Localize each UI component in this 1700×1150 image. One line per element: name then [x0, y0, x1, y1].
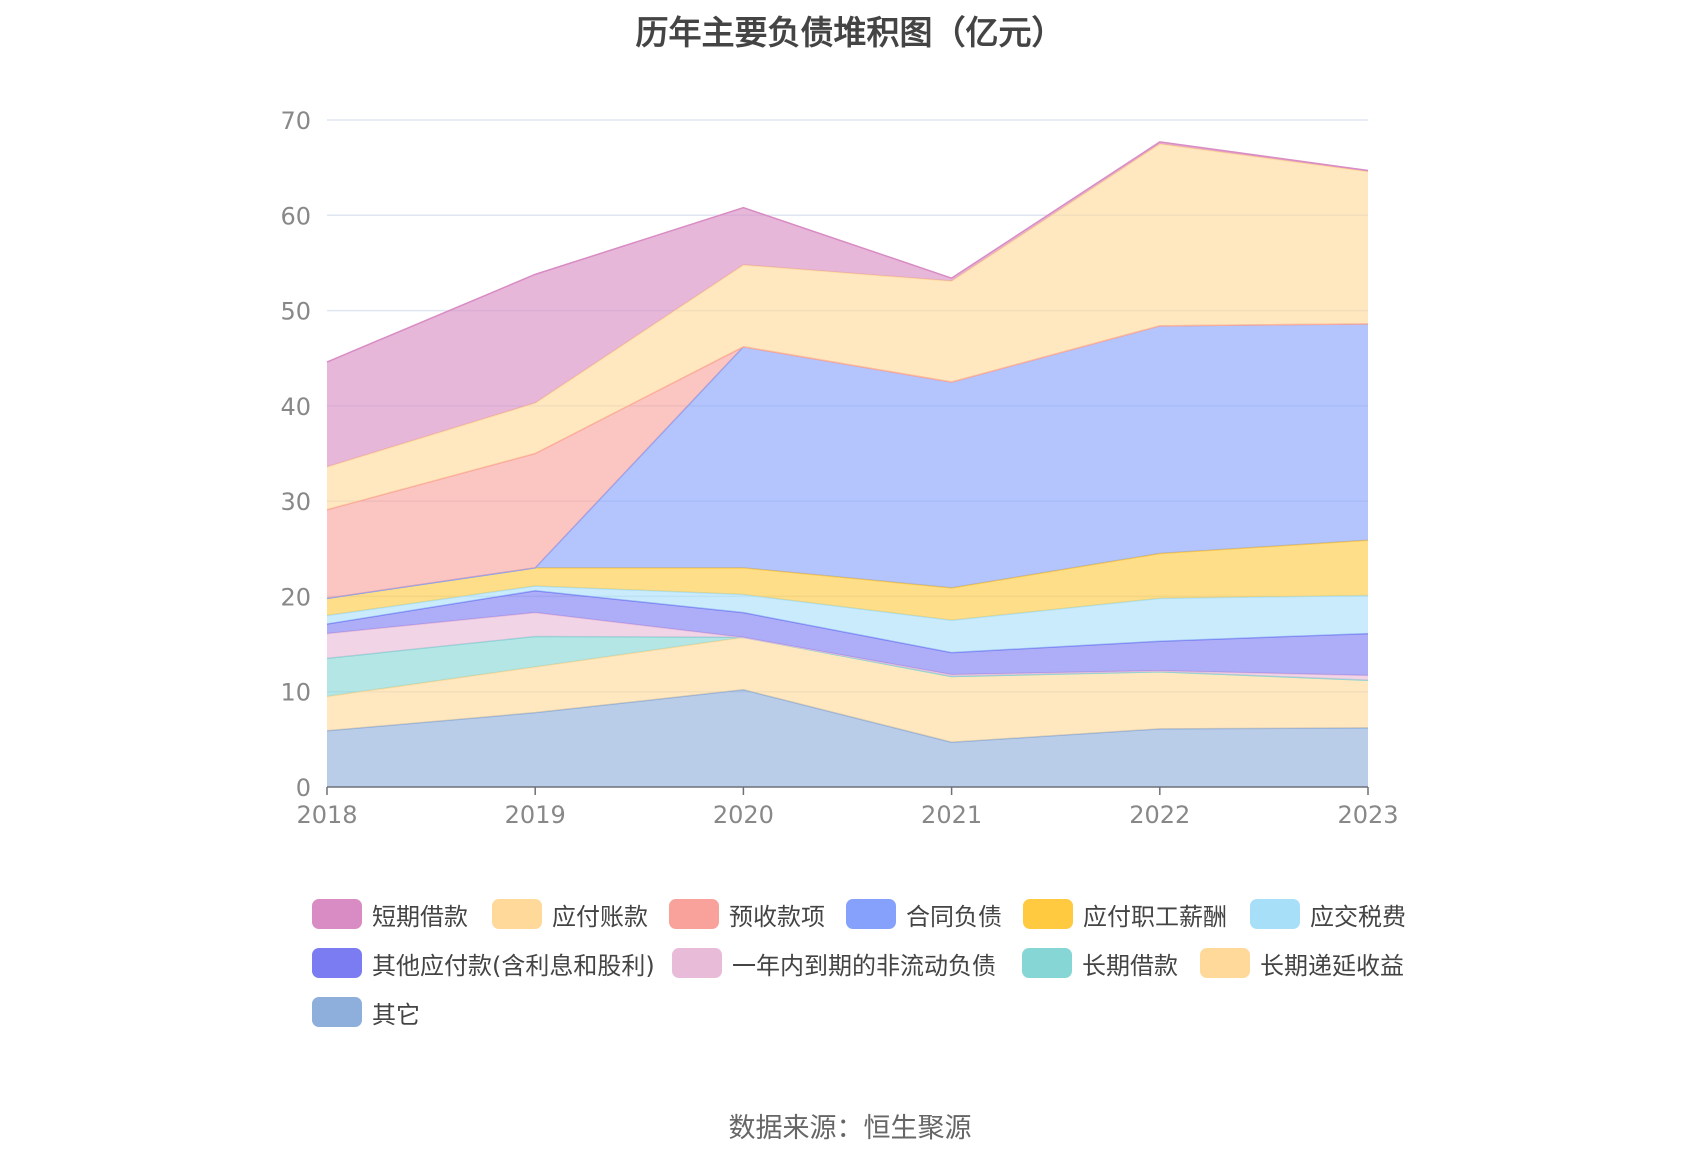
x-tick-label: 2022	[1129, 801, 1190, 829]
legend-item[interactable]: 应付账款	[492, 898, 648, 931]
area-series	[326, 141, 1369, 787]
legend-label: 应付账款	[552, 902, 648, 931]
y-tick-label: 50	[280, 298, 311, 326]
legend-swatch	[1023, 899, 1073, 929]
legend-label: 应交税费	[1310, 902, 1406, 931]
legend-label: 预收款项	[729, 902, 825, 931]
legend-label: 长期借款	[1082, 951, 1178, 980]
y-tick-label: 20	[280, 583, 311, 611]
legend-item[interactable]: 预收款项	[669, 898, 825, 931]
x-tick-label: 2023	[1337, 801, 1398, 829]
legend-item[interactable]: 其他应付款(含利息和股利)	[312, 947, 655, 980]
area-一年内到期的非流动负债	[327, 612, 1368, 681]
legend-item[interactable]: 应付职工薪酬	[1023, 898, 1227, 931]
area-应付账款	[327, 143, 1368, 510]
legend-label: 应付职工薪酬	[1083, 902, 1227, 931]
area-其它	[327, 689, 1368, 787]
legend-item[interactable]: 其它	[312, 996, 420, 1029]
y-tick-label: 10	[280, 679, 311, 707]
legend-item[interactable]: 短期借款	[312, 898, 468, 931]
y-tick-label: 30	[280, 488, 311, 516]
legend-label: 一年内到期的非流动负债	[732, 951, 996, 980]
legend-swatch	[672, 948, 722, 978]
y-tick-label: 70	[280, 107, 311, 135]
legend-item[interactable]: 合同负债	[846, 898, 1002, 931]
data-source: 数据来源：恒生聚源	[728, 1113, 972, 1144]
legend-swatch	[492, 899, 542, 929]
area-预收款项	[327, 323, 1368, 599]
x-tick-label: 2021	[921, 801, 982, 829]
chart-title: 历年主要负债堆积图（亿元）	[635, 13, 1065, 52]
legend-label: 其它	[372, 1000, 420, 1029]
x-tick-label: 2018	[296, 801, 357, 829]
area-应付职工薪酬	[327, 540, 1368, 621]
x-tick-label: 2019	[505, 801, 566, 829]
legend-label: 短期借款	[372, 902, 468, 931]
legend-item[interactable]: 应交税费	[1250, 898, 1406, 931]
legend-swatch	[846, 899, 896, 929]
legend-swatch	[1200, 948, 1250, 978]
area-长期递延收益	[327, 637, 1368, 743]
legend-item[interactable]: 一年内到期的非流动负债	[672, 947, 996, 980]
legend-swatch	[312, 997, 362, 1027]
area-短期借款	[327, 141, 1368, 467]
legend-label: 长期递延收益	[1260, 951, 1404, 980]
y-tick-label: 60	[280, 202, 311, 230]
area-长期借款	[327, 636, 1368, 697]
legend-swatch	[1022, 948, 1072, 978]
legend-item[interactable]: 长期递延收益	[1200, 947, 1404, 980]
legend-swatch	[1250, 899, 1300, 929]
legend-item[interactable]: 长期借款	[1022, 947, 1178, 980]
legend-swatch	[312, 899, 362, 929]
area-line-短期借款	[326, 141, 1369, 363]
axes: 0 10 20 30 40 50 60 70 2018 2019 2020 2021 2022 2023	[280, 107, 1398, 829]
area-应交税费	[327, 585, 1368, 653]
y-tick-label: 40	[280, 393, 311, 421]
legend-label: 其他应付款(含利息和股利)	[372, 951, 655, 980]
y-tick-label: 0	[296, 774, 311, 802]
x-tick-label: 2020	[713, 801, 774, 829]
legend-swatch	[312, 948, 362, 978]
legend-label: 合同负债	[906, 902, 1002, 931]
area-合同负债	[327, 323, 1368, 599]
legend-swatch	[669, 899, 719, 929]
